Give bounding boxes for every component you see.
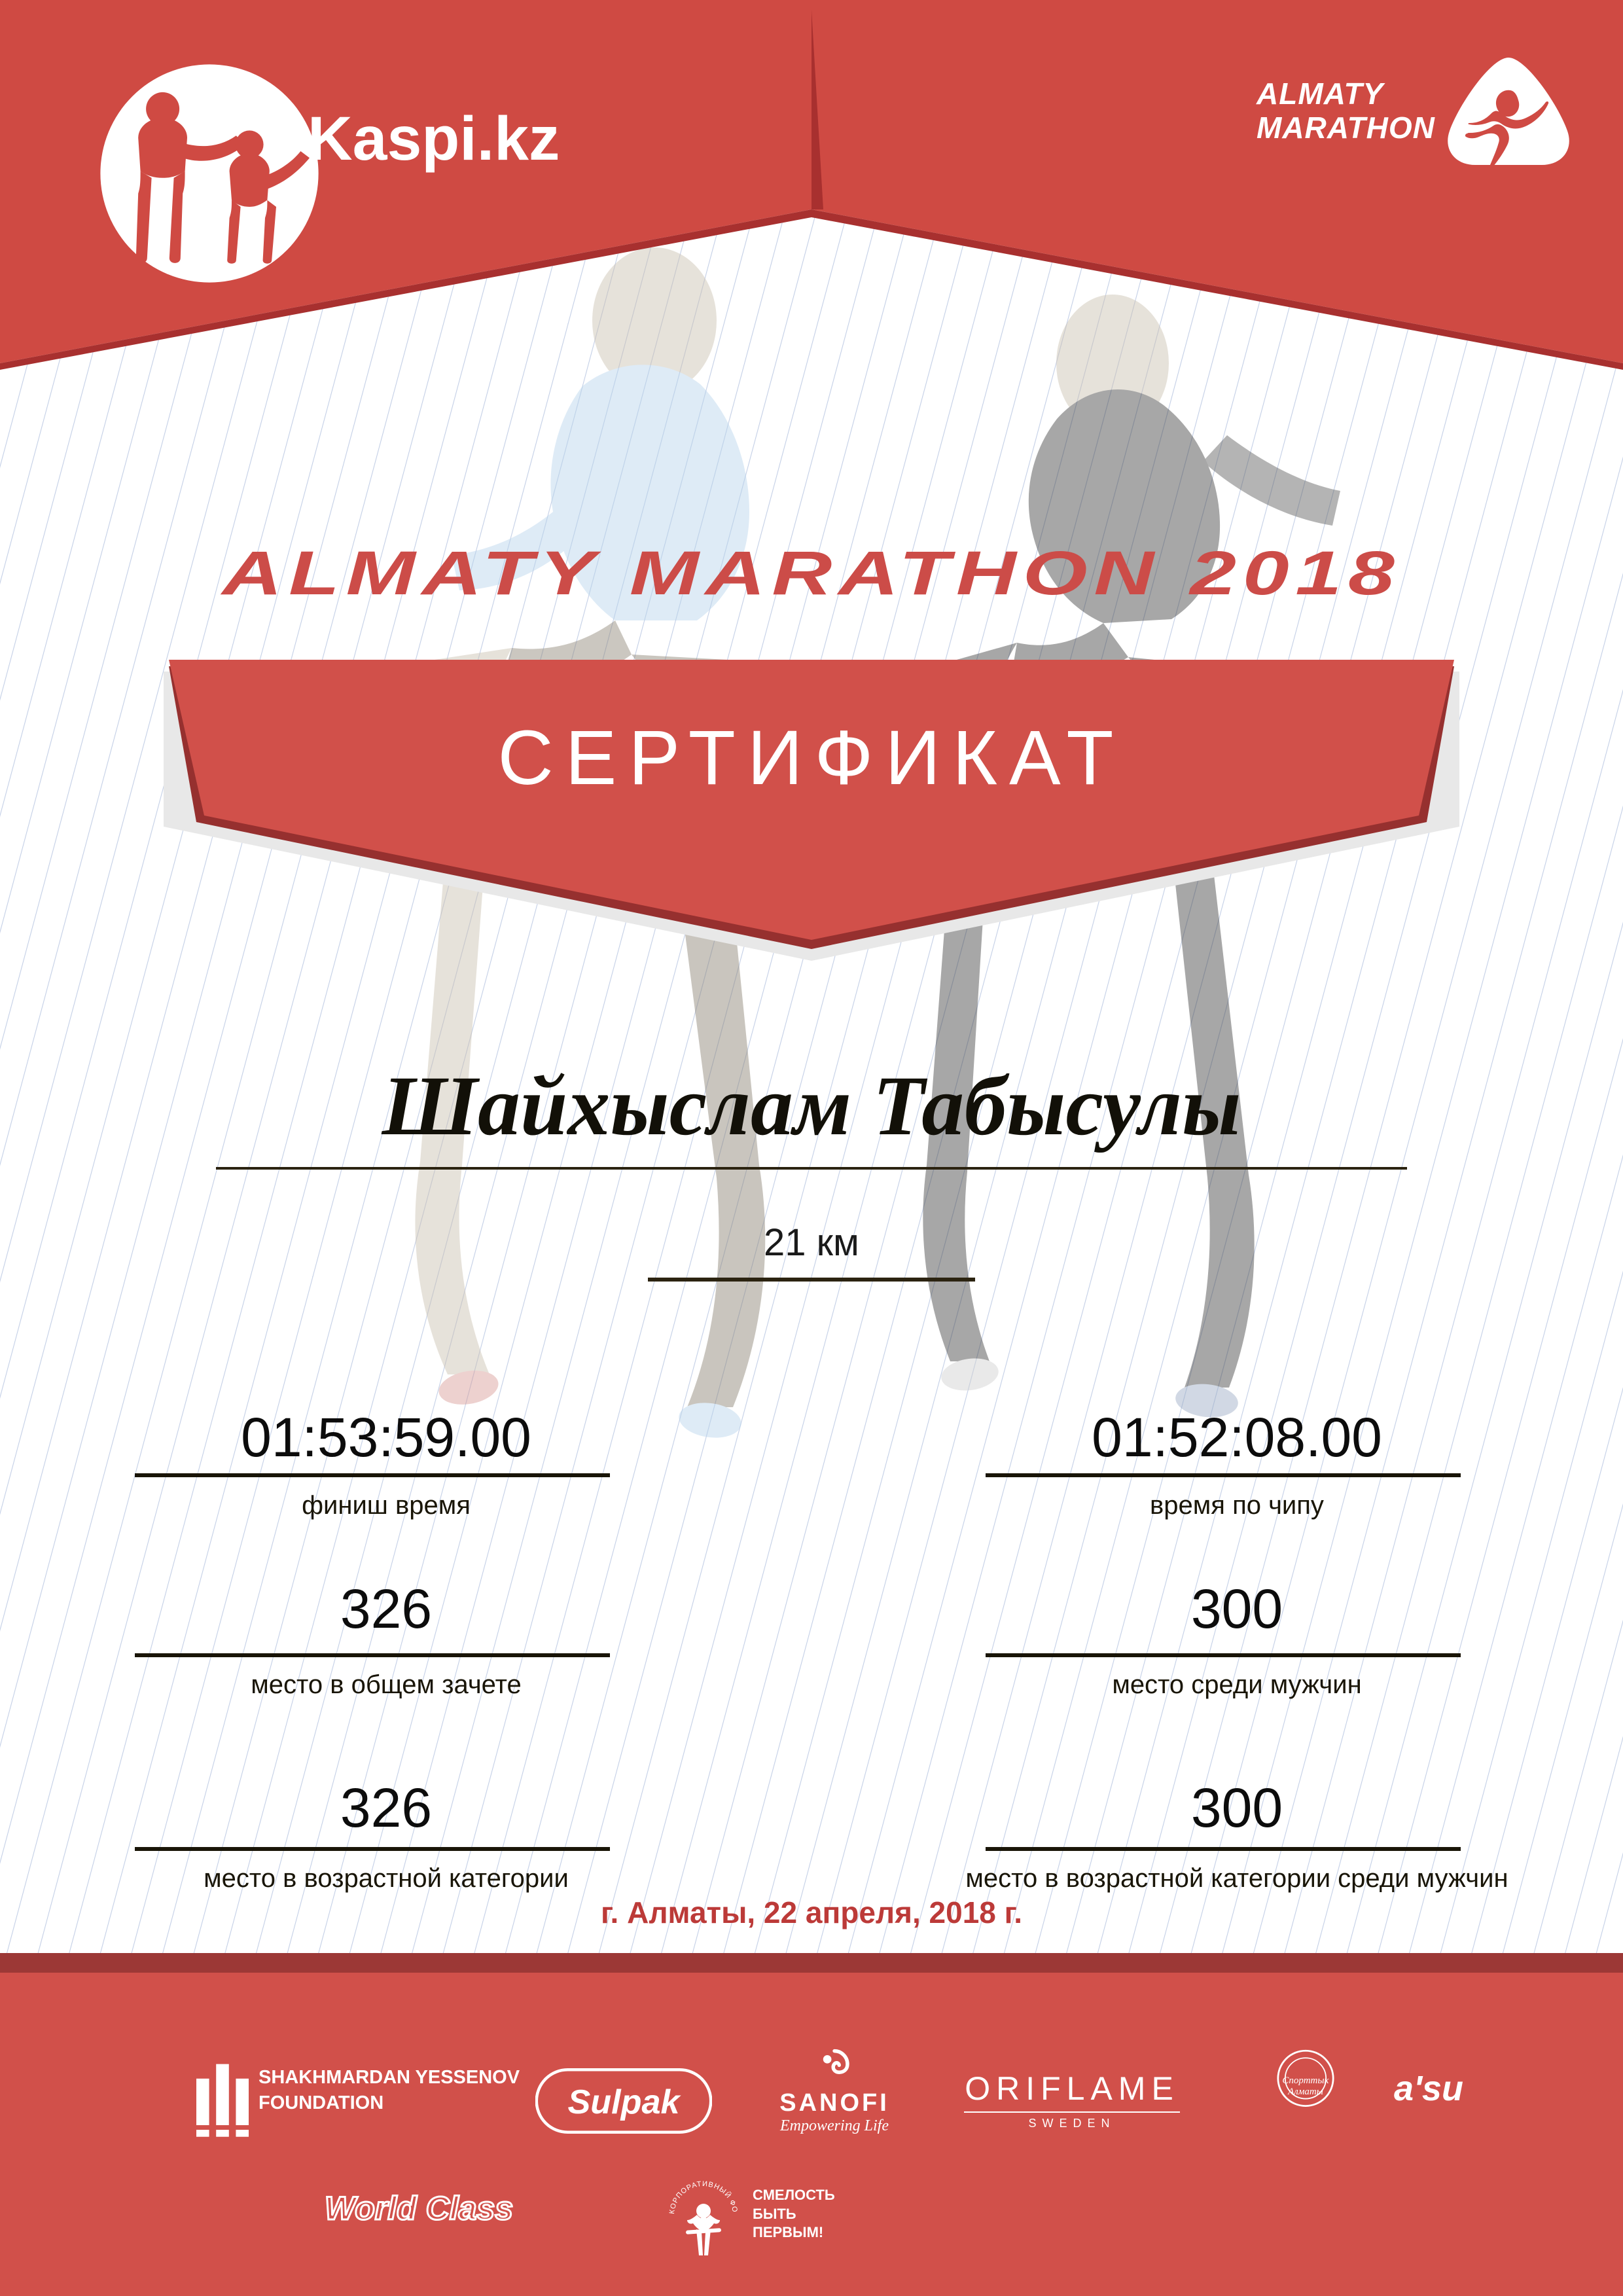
- svg-text:Sulpak: Sulpak: [567, 2083, 681, 2121]
